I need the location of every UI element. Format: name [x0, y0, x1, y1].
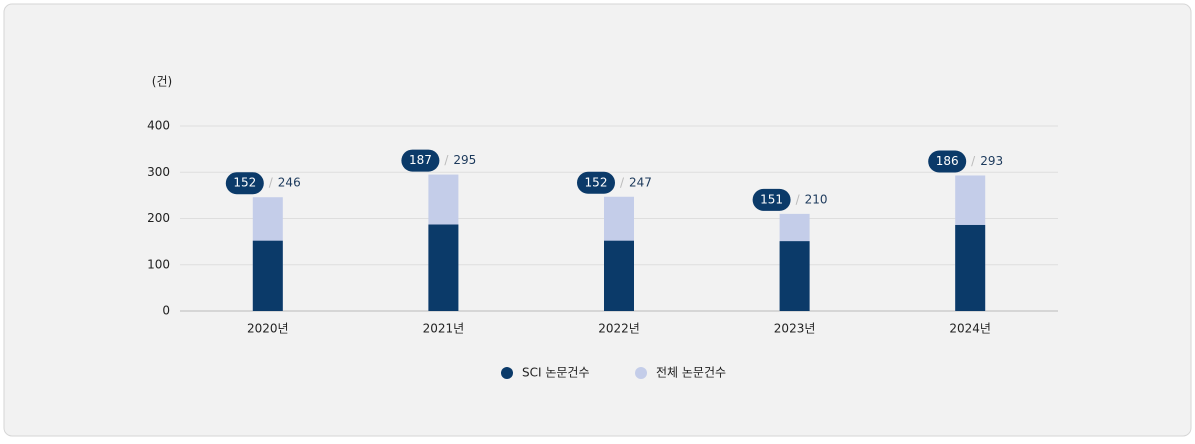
- y-tick-label: 300: [147, 165, 170, 179]
- legend-label: SCI 논문건수: [522, 366, 590, 380]
- value-pill: [225, 172, 264, 195]
- label-separator: /: [444, 153, 449, 167]
- x-tick-label: 2024년: [949, 322, 991, 336]
- y-tick-label: 200: [147, 211, 170, 225]
- legend-swatch: [635, 367, 647, 379]
- x-tick-label: 2021년: [423, 322, 465, 336]
- bar: [779, 241, 810, 311]
- data-label: 152: [233, 176, 256, 190]
- value-pill: [577, 171, 615, 194]
- label-separator: /: [269, 176, 274, 190]
- value-pill: [752, 188, 791, 211]
- data-label: 293: [980, 154, 1003, 168]
- value-pill: [928, 150, 967, 173]
- data-label: 247: [629, 175, 652, 189]
- legend-swatch: [501, 367, 513, 379]
- card: [3, 3, 1192, 437]
- value-pill: [401, 149, 440, 172]
- bar: [604, 240, 634, 311]
- data-label: 187: [409, 153, 432, 167]
- x-tick-label: 2022년: [598, 322, 640, 336]
- data-label: 186: [936, 154, 959, 168]
- label-separator: /: [620, 175, 625, 189]
- bar: [252, 240, 283, 311]
- x-tick-label: 2023년: [774, 322, 816, 336]
- bar: [428, 224, 459, 311]
- data-label: 246: [278, 176, 301, 190]
- label-separator: /: [796, 192, 801, 206]
- legend-label: 전체 논문건수: [656, 366, 726, 380]
- label-separator: /: [971, 154, 976, 168]
- y-tick-label: 400: [147, 119, 170, 133]
- data-label: 152: [585, 175, 608, 189]
- x-tick-label: 2020년: [247, 322, 289, 336]
- data-label: 295: [453, 153, 476, 167]
- y-tick-label: 0: [162, 304, 170, 318]
- data-label: 151: [760, 192, 783, 206]
- y-tick-label: 100: [147, 257, 170, 271]
- y-axis-label: (건): [152, 75, 172, 89]
- bar: [955, 224, 986, 311]
- data-label: 210: [805, 192, 828, 206]
